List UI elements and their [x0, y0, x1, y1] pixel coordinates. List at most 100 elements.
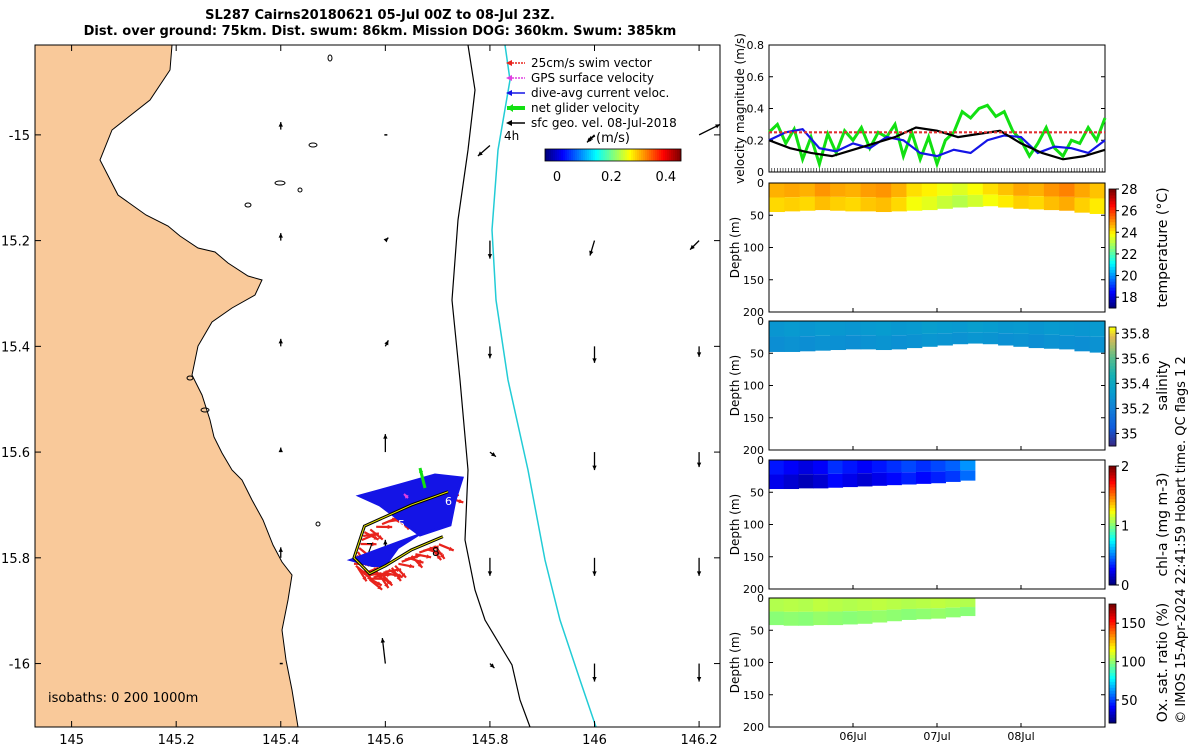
map-colorbar-cell — [603, 149, 606, 161]
depth-data-cell — [1074, 321, 1091, 337]
depth-panel-salinity: 0 50 100 150 200 Depth (m) 35 35.2 35.4 35.6 35.8 s… — [728, 315, 1171, 457]
depth-y-tick-label: 150 — [743, 689, 764, 702]
swim-vector-head — [401, 572, 406, 578]
depth-data-cell — [799, 321, 816, 337]
map-y-tick-label: 15.2 — [1, 235, 30, 250]
colorbar-cell — [1109, 660, 1116, 664]
map-colorbar-cell — [641, 149, 644, 161]
depth-data-cell — [860, 321, 877, 336]
map-colorbar-cell — [589, 149, 592, 161]
colorbar-tick-label: 50 — [1121, 694, 1138, 709]
colorbar-cell — [1109, 335, 1116, 340]
map-y-tick-label: 15.8 — [1, 552, 30, 567]
depth-data-cell — [891, 197, 908, 212]
map-colorbar-cell — [551, 149, 554, 161]
depth-data-cell — [921, 321, 938, 334]
depth-data-cell — [1013, 183, 1030, 196]
colorbar-cell — [1109, 690, 1116, 694]
colorbar-cell — [1109, 639, 1116, 644]
depth-y-tick-label: 150 — [743, 412, 764, 425]
colorbar-cell — [1109, 443, 1116, 447]
geo-vector-head — [383, 237, 389, 243]
swim-vector-head — [376, 581, 382, 586]
colorbar-cell — [1109, 681, 1116, 685]
map-colorbar-cell — [677, 149, 680, 161]
depth-data-cell — [784, 197, 801, 212]
geo-vector — [278, 233, 283, 241]
map-colorbar-cell — [555, 149, 558, 161]
swim-vector — [380, 572, 394, 587]
colorbar-cell — [1109, 549, 1116, 553]
swim-vector-head — [373, 535, 379, 540]
colorbar-cell — [1109, 663, 1116, 667]
depth-data-cell — [1074, 183, 1091, 198]
colorbar-cell — [1109, 552, 1116, 556]
geo-vector-head — [592, 465, 597, 471]
depth-data-cell — [845, 335, 862, 350]
map-colorbar-cell — [599, 149, 602, 161]
depth-data-cell — [1043, 196, 1060, 211]
map-colorbar-cell — [663, 149, 666, 161]
depth-data-cell — [845, 321, 862, 336]
depth-data-cell — [930, 471, 946, 484]
depth-data-cell — [842, 473, 858, 488]
map-colorbar-cell — [675, 149, 678, 161]
geo-vector-head — [477, 151, 483, 156]
geo-vector — [592, 346, 597, 363]
colorbar-cell — [1109, 648, 1116, 653]
swim-vector — [381, 517, 398, 526]
depth-data-cell — [875, 183, 892, 198]
colorbar-cell — [1109, 564, 1116, 568]
depth-data-cell — [886, 460, 902, 473]
colorbar-cell — [1109, 633, 1116, 638]
colorbar-cell — [1109, 567, 1116, 571]
depth-data-cell — [813, 460, 829, 475]
geo-vector — [487, 240, 493, 259]
map-colorbar-cell — [643, 149, 646, 161]
depth-data-cell — [769, 336, 785, 352]
map-colorbar-label: (m/s) — [596, 131, 630, 146]
colorbar-cell — [1109, 486, 1116, 491]
colorbar-cell — [1109, 606, 1116, 611]
reef-outline — [274, 180, 286, 186]
colorbar-cell — [1109, 200, 1116, 205]
map-y-tick-label: 15.6 — [1, 446, 30, 461]
depth-data-cell — [930, 460, 946, 472]
geo-vector — [696, 663, 702, 682]
colorbar-cell — [1109, 329, 1116, 334]
colorbar-cell — [1109, 570, 1116, 574]
swim-vector — [410, 555, 424, 569]
gps-surface-vector — [403, 493, 409, 499]
colorbar-cell — [1109, 534, 1116, 538]
geo-vector-head — [690, 244, 695, 250]
depth-data-cell — [783, 598, 799, 612]
swim-vector — [378, 574, 390, 589]
swim-vector-head — [396, 576, 401, 582]
geo-vector-head — [278, 447, 283, 453]
depth-data-cell — [830, 183, 846, 197]
velocity-y-tick-label: 0.8 — [747, 39, 765, 52]
depth-data-cell — [952, 183, 969, 196]
depth-data-cell — [945, 598, 961, 608]
depth-data-cell — [916, 608, 932, 620]
geo-vector — [278, 122, 283, 130]
colorbar-cell — [1109, 254, 1116, 258]
geo-vector-head — [715, 124, 721, 129]
colorbar-cell — [1109, 582, 1116, 586]
net-velocity-vector-head — [418, 468, 424, 473]
depth-data-cell — [857, 610, 873, 624]
map-colorbar-cell — [547, 149, 550, 161]
isobath-1000m — [451, 44, 531, 728]
depth-data-cell — [967, 194, 984, 207]
colorbar-cell — [1109, 510, 1116, 515]
geo-vector-head — [696, 352, 702, 357]
isobath-200m — [491, 44, 597, 728]
geo-vector — [489, 451, 497, 458]
day-marker: 7 — [366, 541, 374, 555]
map-colorbar-cell — [561, 149, 564, 161]
depth-data-cell — [842, 460, 858, 474]
swim-vector — [430, 546, 442, 561]
geo-vector — [384, 340, 389, 347]
legend-label: net glider velocity — [531, 101, 639, 115]
